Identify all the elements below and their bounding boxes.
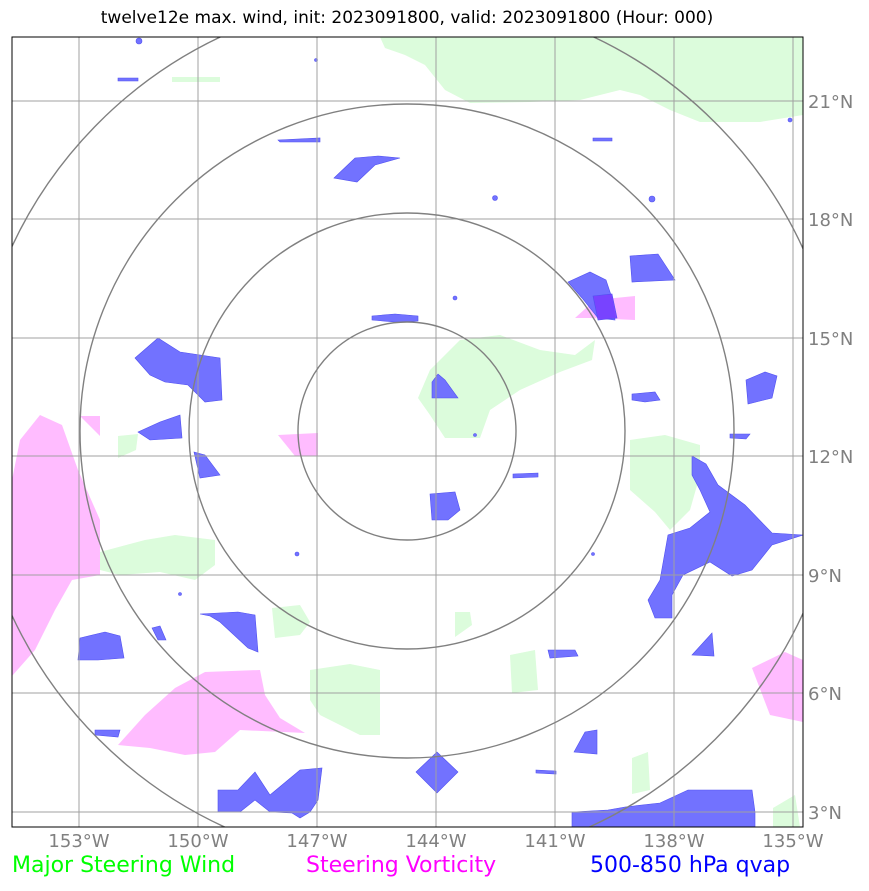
range-ring — [79, 103, 735, 759]
range-ring — [297, 321, 517, 541]
longitude-label: 153°W — [48, 831, 109, 852]
legend-qvap: 500-850 hPa qvap — [590, 853, 791, 878]
legend-steering-wind: Major Steering Wind — [12, 853, 236, 878]
latitude-label: 21°N — [808, 92, 853, 113]
longitude-label: 141°W — [524, 831, 585, 852]
longitude-label: 135°W — [762, 831, 823, 852]
map-title: twelve12e max. wind, init: 2023091800, v… — [100, 8, 714, 28]
longitude-label: 144°W — [405, 831, 466, 852]
latitude-label: 6°N — [808, 684, 842, 705]
legend-steering-vorticity: Steering Vorticity — [306, 853, 497, 878]
latitude-label: 12°N — [808, 447, 853, 468]
latitude-label: 18°N — [808, 210, 853, 231]
range-ring — [188, 212, 626, 650]
latitude-label: 15°N — [808, 329, 853, 350]
graticule — [12, 37, 803, 827]
longitude-label: 138°W — [643, 831, 704, 852]
plot-frame — [11, 36, 804, 828]
longitude-labels: 153°W 150°W 147°W 144°W 141°W 138°W 135°W — [48, 831, 823, 852]
steering-vorticity-layer — [12, 296, 803, 755]
longitude-label: 147°W — [286, 831, 347, 852]
latitude-labels: 21°N 18°N 15°N 12°N 9°N 6°N 3°N — [808, 92, 853, 824]
latitude-label: 3°N — [808, 803, 842, 824]
qvap-layer — [77, 37, 803, 827]
longitude-label: 150°W — [167, 831, 228, 852]
latitude-label: 9°N — [808, 566, 842, 587]
range-rings — [12, 37, 803, 827]
